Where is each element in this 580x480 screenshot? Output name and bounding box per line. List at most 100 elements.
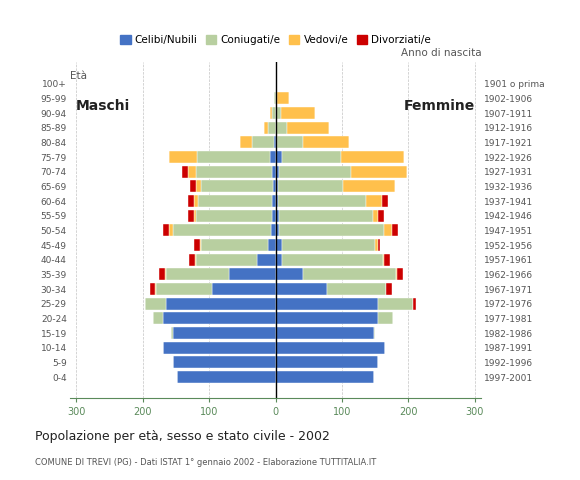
- Bar: [169, 151, 197, 163]
- Bar: [194, 239, 200, 251]
- Bar: [267, 122, 275, 134]
- Bar: [276, 298, 378, 310]
- Bar: [188, 210, 194, 222]
- Bar: [144, 298, 166, 310]
- Bar: [169, 224, 173, 237]
- Bar: [156, 283, 212, 295]
- Bar: [396, 268, 397, 280]
- Bar: [196, 254, 257, 266]
- Bar: [271, 224, 276, 237]
- Bar: [279, 224, 384, 237]
- Bar: [279, 166, 350, 178]
- Text: COMUNE DI TREVI (PG) - Dati ISTAT 1° gennaio 2002 - Elaborazione TUTTITALIA.IT: COMUNE DI TREVI (PG) - Dati ISTAT 1° gen…: [35, 458, 376, 468]
- Bar: [373, 210, 378, 222]
- Bar: [177, 371, 276, 383]
- Text: Femmine: Femmine: [404, 99, 475, 113]
- Bar: [188, 195, 194, 207]
- Bar: [276, 312, 378, 324]
- Bar: [155, 283, 156, 295]
- Bar: [276, 195, 278, 207]
- Bar: [200, 239, 201, 251]
- Bar: [189, 254, 195, 266]
- Bar: [194, 195, 198, 207]
- Text: Anno di nascita: Anno di nascita: [401, 48, 481, 59]
- Bar: [190, 180, 196, 192]
- Bar: [366, 195, 382, 207]
- Bar: [378, 239, 380, 251]
- Bar: [277, 92, 289, 104]
- Bar: [173, 327, 276, 339]
- Bar: [166, 298, 276, 310]
- Bar: [212, 283, 276, 295]
- Bar: [160, 268, 165, 280]
- Bar: [327, 283, 386, 295]
- Bar: [165, 268, 166, 280]
- Bar: [343, 180, 395, 192]
- Bar: [163, 224, 169, 237]
- Bar: [240, 136, 252, 148]
- Bar: [340, 151, 404, 163]
- Bar: [196, 166, 272, 178]
- Bar: [303, 136, 349, 148]
- Bar: [271, 107, 275, 119]
- Bar: [196, 180, 201, 192]
- Bar: [278, 195, 366, 207]
- Bar: [288, 122, 329, 134]
- Bar: [276, 136, 277, 148]
- Bar: [375, 239, 378, 251]
- Bar: [278, 180, 343, 192]
- Bar: [378, 312, 393, 324]
- Text: Popolazione per età, sesso e stato civile - 2002: Popolazione per età, sesso e stato civil…: [35, 430, 329, 443]
- Bar: [229, 268, 276, 280]
- Bar: [276, 371, 374, 383]
- Bar: [276, 151, 282, 163]
- Text: Maschi: Maschi: [76, 99, 130, 113]
- Bar: [197, 151, 270, 163]
- Bar: [282, 239, 375, 251]
- Bar: [276, 268, 303, 280]
- Bar: [257, 254, 276, 266]
- Bar: [276, 357, 378, 369]
- Bar: [378, 298, 413, 310]
- Bar: [201, 239, 267, 251]
- Bar: [385, 254, 390, 266]
- Bar: [173, 357, 276, 369]
- Bar: [270, 107, 271, 119]
- Bar: [162, 312, 276, 324]
- Bar: [162, 342, 276, 354]
- Bar: [276, 107, 281, 119]
- Bar: [171, 327, 173, 339]
- Bar: [374, 327, 375, 339]
- Bar: [252, 136, 274, 148]
- Bar: [276, 327, 374, 339]
- Bar: [272, 195, 276, 207]
- Bar: [166, 268, 229, 280]
- Bar: [277, 136, 303, 148]
- Bar: [188, 166, 196, 178]
- Bar: [276, 224, 279, 237]
- Bar: [272, 210, 276, 222]
- Bar: [274, 92, 276, 104]
- Bar: [264, 122, 267, 134]
- Bar: [276, 342, 385, 354]
- Bar: [276, 180, 278, 192]
- Bar: [276, 210, 279, 222]
- Bar: [397, 268, 403, 280]
- Bar: [384, 224, 392, 237]
- Bar: [274, 136, 276, 148]
- Bar: [350, 166, 407, 178]
- Bar: [198, 195, 272, 207]
- Bar: [383, 254, 385, 266]
- Bar: [378, 210, 384, 222]
- Bar: [303, 268, 396, 280]
- Bar: [201, 180, 273, 192]
- Legend: Celibi/Nubili, Coniugati/e, Vedovi/e, Divorziati/e: Celibi/Nubili, Coniugati/e, Vedovi/e, Di…: [116, 31, 435, 49]
- Bar: [413, 298, 416, 310]
- Text: Età: Età: [70, 72, 86, 81]
- Bar: [196, 210, 272, 222]
- Bar: [267, 239, 275, 251]
- Bar: [276, 239, 282, 251]
- Bar: [270, 151, 276, 163]
- Bar: [386, 283, 393, 295]
- Bar: [282, 151, 340, 163]
